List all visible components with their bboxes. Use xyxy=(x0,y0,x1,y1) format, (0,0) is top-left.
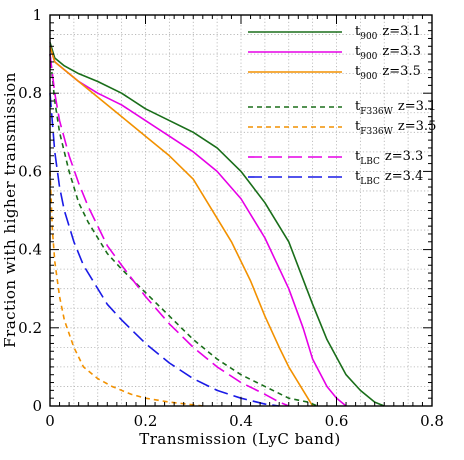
x-axis-title: Transmission (LyC band) xyxy=(139,430,341,448)
series-line-3 xyxy=(49,46,314,407)
y-tick-label: 0.6 xyxy=(18,162,42,180)
legend-label-3: t900 z=3.5 xyxy=(355,64,421,82)
y-tick-label: 0.2 xyxy=(18,319,42,337)
y-axis-title: Fraction with higher transmission xyxy=(1,72,19,348)
y-tick-label: 0.4 xyxy=(18,241,42,259)
x-tick-label: 0.4 xyxy=(229,412,253,430)
x-tick-label: 0.6 xyxy=(325,412,349,430)
y-tick-label: 1 xyxy=(32,6,42,24)
series-layer xyxy=(49,42,385,407)
y-tick-label: 0.8 xyxy=(18,84,42,102)
series-line-5 xyxy=(49,171,203,407)
x-tick-label: 0 xyxy=(45,412,55,430)
series-line-7 xyxy=(49,93,280,407)
x-tick-label: 0.8 xyxy=(420,412,444,430)
legend-label-1: t900 z=3.1 xyxy=(355,24,421,42)
legend-label-5: tF336W z=3.5 xyxy=(355,119,436,137)
x-tick-label: 0.2 xyxy=(134,412,158,430)
legend-label-2: t900 z=3.3 xyxy=(355,44,421,62)
legend-label-6: tLBC z=3.3 xyxy=(355,149,423,167)
series-line-1 xyxy=(49,42,385,407)
legend-label-4: tF336W z=3.1 xyxy=(355,99,436,117)
y-tick-label: 0 xyxy=(32,397,42,415)
tick-layer: 0 0.2 0.4 0.6 0.8 0 0.2 0.4 0.6 0.8 1 xyxy=(18,6,444,430)
legend-label-7: tLBC z=3.4 xyxy=(355,169,423,187)
legend: t900 z=3.1 t900 z=3.3 t900 z=3.5 tF336W z=3.1 tF… xyxy=(248,24,436,187)
series-line-4 xyxy=(49,54,318,407)
series-line-6 xyxy=(49,54,290,407)
